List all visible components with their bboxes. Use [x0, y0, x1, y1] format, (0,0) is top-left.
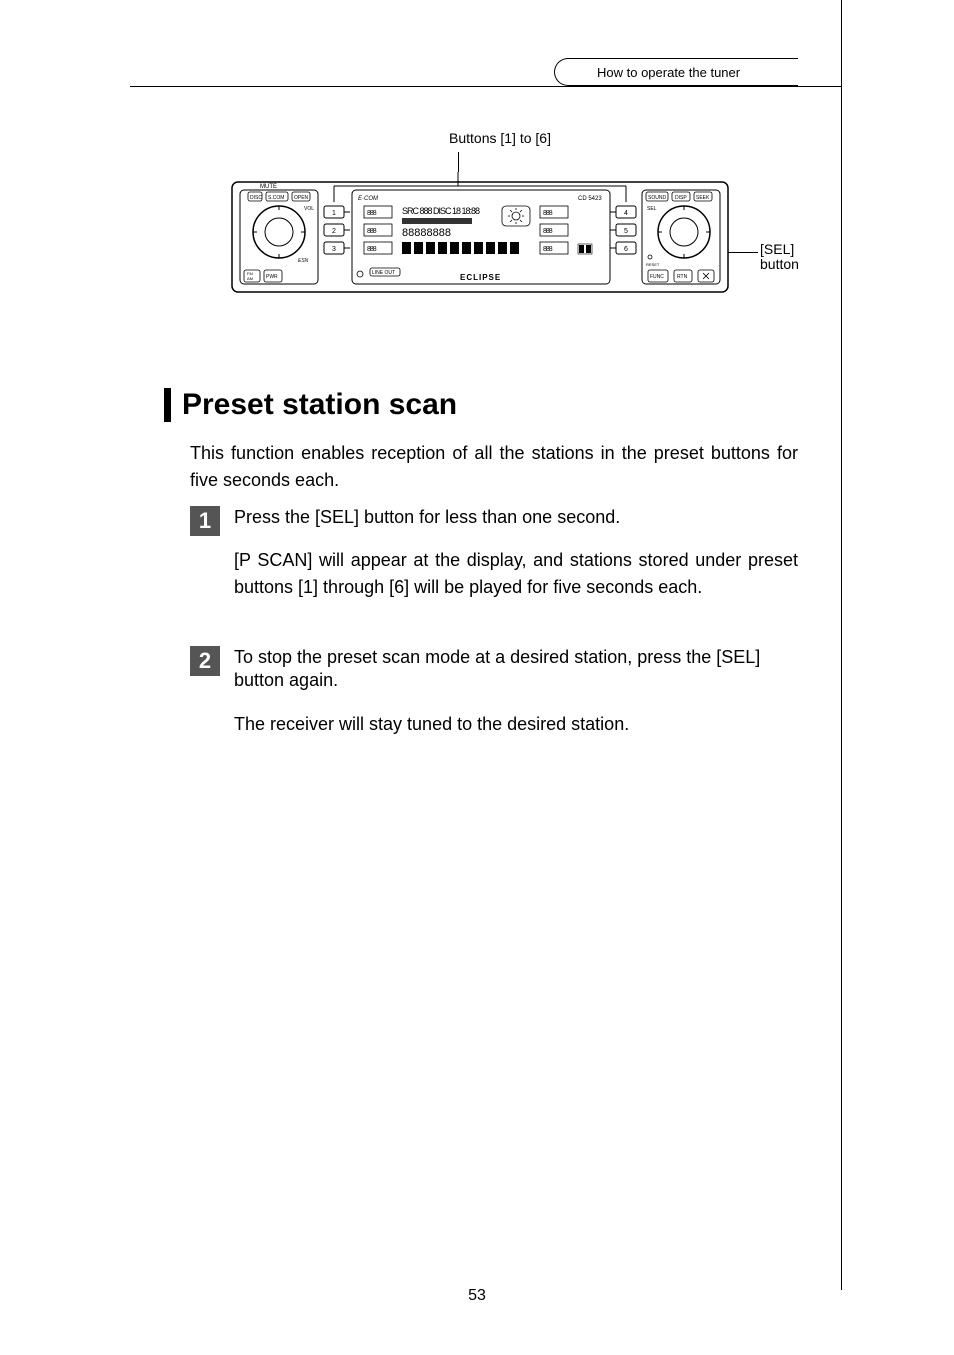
svg-text:888: 888 — [367, 246, 377, 253]
svg-text:ECLIPSE: ECLIPSE — [460, 273, 501, 282]
svg-text:888: 888 — [367, 228, 377, 235]
sel-callout-2: button — [760, 256, 799, 272]
diagram-top-label: Buttons [1] to [6] — [170, 130, 830, 146]
section-intro: This function enables reception of all t… — [190, 440, 798, 494]
svg-text:SRC 888 DISC 18 18:88: SRC 888 DISC 18 18:88 — [402, 206, 480, 216]
svg-text:CD 5423: CD 5423 — [578, 196, 602, 202]
svg-text:5: 5 — [624, 228, 628, 235]
svg-text:888: 888 — [367, 210, 377, 217]
svg-text:1: 1 — [332, 210, 336, 217]
svg-text:2: 2 — [332, 228, 336, 235]
step-2: 2 To stop the preset scan mode at a desi… — [190, 646, 798, 738]
step-1-body: [P SCAN] will appear at the display, and… — [234, 547, 798, 601]
svg-text:FUNC: FUNC — [650, 274, 664, 280]
svg-text:OPEN: OPEN — [294, 195, 309, 201]
sel-callout-text: [SEL] button — [760, 242, 799, 273]
section-title: Preset station scan — [164, 388, 457, 422]
svg-text:VOL: VOL — [304, 206, 314, 212]
breadcrumb-text: How to operate the tuner — [597, 65, 740, 80]
page-right-border — [841, 0, 842, 1290]
step-2-body: The receiver will stay tuned to the desi… — [234, 711, 798, 738]
svg-text:4: 4 — [624, 210, 628, 217]
step-1-number: 1 — [190, 506, 220, 536]
svg-text:LINE OUT: LINE OUT — [372, 270, 395, 276]
svg-text:MUTE: MUTE — [260, 184, 277, 190]
svg-text:888: 888 — [543, 246, 553, 253]
svg-text:888: 888 — [543, 228, 553, 235]
svg-text:E·COM: E·COM — [358, 196, 378, 202]
step-1-heading: Press the [SEL] button for less than one… — [234, 506, 798, 529]
sel-callout-1: [SEL] — [760, 241, 794, 257]
sel-callout-line — [728, 252, 758, 253]
svg-text:3: 3 — [332, 246, 336, 253]
step-2-number: 2 — [190, 646, 220, 676]
svg-text:SEL: SEL — [647, 206, 657, 212]
car-stereo-illustration: MUTE DISC S.COM OPEN VOL ESN FM AM PWR 1… — [230, 162, 730, 312]
svg-text:SEEK: SEEK — [696, 195, 710, 201]
svg-text:DISC: DISC — [250, 195, 262, 201]
svg-text:888: 888 — [543, 210, 553, 217]
header-underline — [130, 86, 842, 87]
step-2-heading: To stop the preset scan mode at a desire… — [234, 646, 798, 693]
svg-text:DISP: DISP — [675, 195, 687, 201]
header-breadcrumb: How to operate the tuner — [554, 58, 798, 86]
svg-text:RTN: RTN — [677, 274, 688, 280]
svg-text:88888888: 88888888 — [402, 227, 451, 239]
step-1: 1 Press the [SEL] button for less than o… — [190, 506, 798, 601]
diagram-top-pointer — [458, 152, 459, 172]
svg-text:6: 6 — [624, 246, 628, 253]
svg-text:S.COM: S.COM — [268, 195, 284, 201]
page-number: 53 — [0, 1287, 954, 1305]
svg-text:PWR: PWR — [266, 274, 278, 280]
svg-text:AM: AM — [247, 276, 253, 281]
device-diagram: Buttons [1] to [6] MUTE DISC S.COM OPEN … — [230, 130, 830, 312]
svg-text:ESN: ESN — [298, 258, 309, 264]
svg-text:SOUND: SOUND — [648, 195, 666, 201]
svg-text:RESET: RESET — [646, 262, 660, 267]
